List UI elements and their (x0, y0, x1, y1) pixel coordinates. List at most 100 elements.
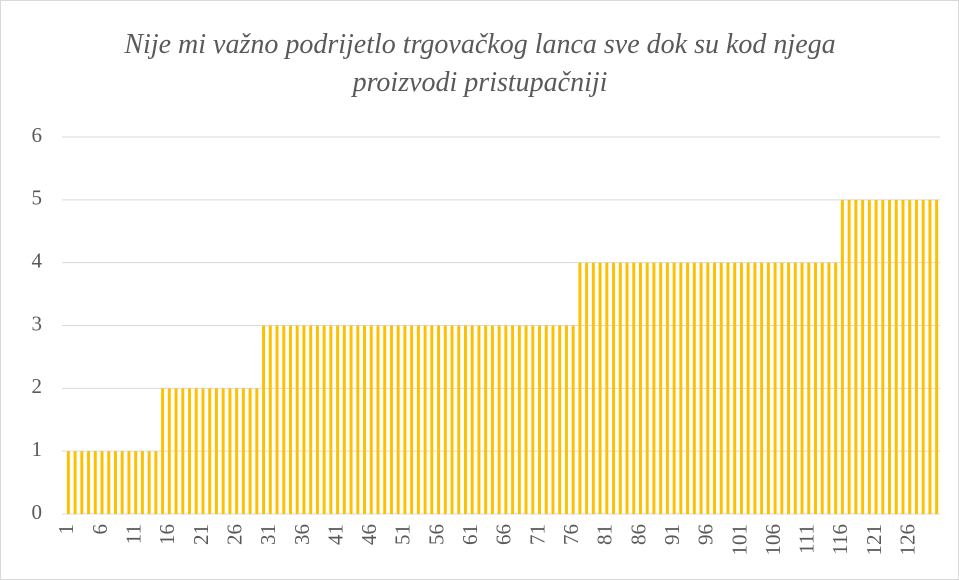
bar (423, 325, 427, 514)
bar (814, 262, 817, 514)
bar (174, 388, 178, 514)
bar (342, 325, 346, 514)
x-tick-label: 91 (660, 524, 684, 545)
bar (73, 451, 77, 514)
bar (416, 325, 420, 514)
x-tick-label: 46 (357, 524, 381, 545)
x-tick-label: 51 (391, 524, 415, 545)
bar (665, 262, 669, 514)
bar (733, 262, 737, 514)
bar (867, 199, 871, 515)
bar (369, 325, 373, 514)
x-tick-label: 96 (694, 524, 718, 545)
bar (336, 325, 340, 514)
bar (363, 325, 366, 514)
bar (241, 388, 245, 514)
bar (214, 388, 218, 514)
bar (773, 262, 777, 514)
y-tick-label: 3 (32, 311, 43, 335)
bar (221, 388, 225, 514)
bar (591, 262, 595, 514)
y-tick-label: 6 (32, 123, 43, 147)
bar (538, 325, 541, 514)
bar (874, 199, 878, 515)
bar (107, 451, 111, 514)
bar (618, 262, 622, 514)
bar (524, 325, 528, 514)
bar (282, 325, 286, 514)
bar (228, 388, 232, 514)
bar (672, 262, 676, 514)
bar (477, 325, 481, 514)
bar (490, 325, 494, 514)
bar (329, 325, 333, 514)
bar (928, 199, 932, 515)
x-tick-label: 61 (458, 524, 482, 545)
bar (235, 388, 239, 514)
bar (881, 199, 885, 515)
bar (484, 325, 488, 514)
bar (194, 388, 198, 514)
bar (383, 325, 387, 514)
x-tick-label: 16 (155, 524, 179, 545)
bar (443, 325, 447, 514)
y-tick-label: 2 (32, 374, 43, 398)
bar (302, 325, 306, 514)
bar (739, 262, 743, 514)
x-tick-label: 111 (795, 524, 819, 554)
y-tick-label: 0 (32, 500, 43, 524)
bar (140, 451, 144, 514)
bar (578, 262, 582, 514)
bar (679, 262, 683, 514)
x-tick-label: 56 (424, 524, 448, 545)
bar (289, 325, 292, 514)
bar (598, 262, 602, 514)
chart-title: Nije mi važno podrijetlo trgovačkog lanc… (124, 29, 836, 98)
x-tick-label: 126 (896, 524, 920, 556)
bar (921, 199, 925, 515)
bar (544, 325, 548, 514)
bar (134, 451, 138, 514)
bar (807, 262, 811, 514)
x-tick-label: 81 (593, 524, 617, 545)
bar (167, 388, 171, 514)
bar (275, 325, 279, 514)
bar (396, 325, 400, 514)
bar (464, 325, 467, 514)
bar (840, 199, 844, 515)
bar (248, 388, 252, 514)
bar (585, 262, 589, 514)
bar (558, 325, 562, 514)
bar (888, 199, 891, 515)
bar (154, 451, 158, 514)
bar (80, 451, 84, 514)
bar (322, 325, 326, 514)
bar (713, 262, 716, 514)
bar (457, 325, 461, 514)
x-tick-label: 36 (290, 524, 314, 545)
bar (531, 325, 535, 514)
bar (188, 388, 191, 514)
bar (551, 325, 555, 514)
bar (706, 262, 710, 514)
bar (820, 262, 824, 514)
bar (389, 325, 393, 514)
y-tick-label: 4 (32, 248, 43, 272)
bar (147, 451, 151, 514)
bar (861, 199, 865, 515)
bar (127, 451, 131, 514)
x-tick-label: 1 (54, 524, 78, 535)
bar (753, 262, 757, 514)
bar (800, 262, 804, 514)
bar (93, 451, 97, 514)
bar (935, 199, 939, 515)
bar (517, 325, 521, 514)
bar (315, 325, 319, 514)
bar (827, 262, 831, 514)
x-tick-label: 21 (189, 524, 213, 545)
x-tick-label: 71 (525, 524, 549, 545)
bar (605, 262, 609, 514)
x-tick-label: 116 (828, 524, 852, 555)
bar (430, 325, 434, 514)
bar (659, 262, 663, 514)
